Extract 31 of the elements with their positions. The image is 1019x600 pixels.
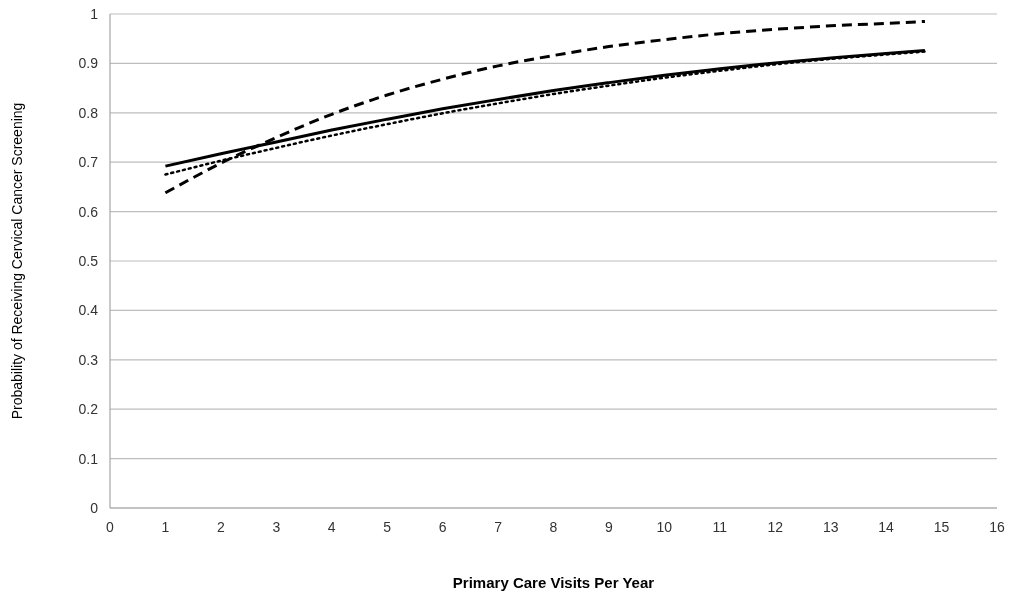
- x-tick-label: 2: [216, 519, 225, 535]
- x-tick-label: 5: [383, 519, 392, 535]
- y-tick-label: 0.1: [78, 450, 99, 467]
- y-tick-label: 0.7: [78, 154, 99, 171]
- x-tick-label: 4: [327, 519, 336, 535]
- x-tick-label: 16: [989, 519, 1005, 535]
- x-tick-label: 15: [933, 519, 950, 535]
- line-series: [163, 19, 927, 195]
- y-tick-label: 1: [90, 5, 99, 22]
- y-tick-label: 0.4: [78, 302, 99, 319]
- x-axis-title: Primary Care Visits Per Year: [452, 574, 655, 591]
- y-tick-label: 0: [90, 499, 99, 516]
- x-tick-label: 8: [549, 519, 558, 535]
- x-tick-label: 14: [878, 519, 895, 535]
- x-tick-label: 1: [161, 519, 170, 535]
- x-tick-label: 10: [656, 519, 673, 535]
- y-tick-label: 0.3: [78, 351, 99, 368]
- x-tick-label: 0: [106, 519, 115, 535]
- y-axis-title: Probability of Receiving Cervical Cancer Screening: [9, 102, 25, 420]
- x-tick-label: 12: [767, 519, 784, 535]
- y-tick-label: 0.6: [78, 203, 99, 220]
- x-tick-label: 11: [712, 519, 728, 535]
- x-tick-label: 6: [438, 519, 447, 535]
- y-tick-label: 0.2: [78, 401, 99, 418]
- y-tick-label: 0.5: [78, 252, 99, 269]
- y-tick-label: 0.9: [78, 55, 99, 72]
- x-tick-label: 9: [605, 519, 614, 535]
- y-tick-label: 0.8: [78, 104, 99, 121]
- x-tick-label: 7: [494, 519, 503, 535]
- x-tick-label: 3: [272, 519, 281, 535]
- x-tick-label: 13: [822, 519, 839, 535]
